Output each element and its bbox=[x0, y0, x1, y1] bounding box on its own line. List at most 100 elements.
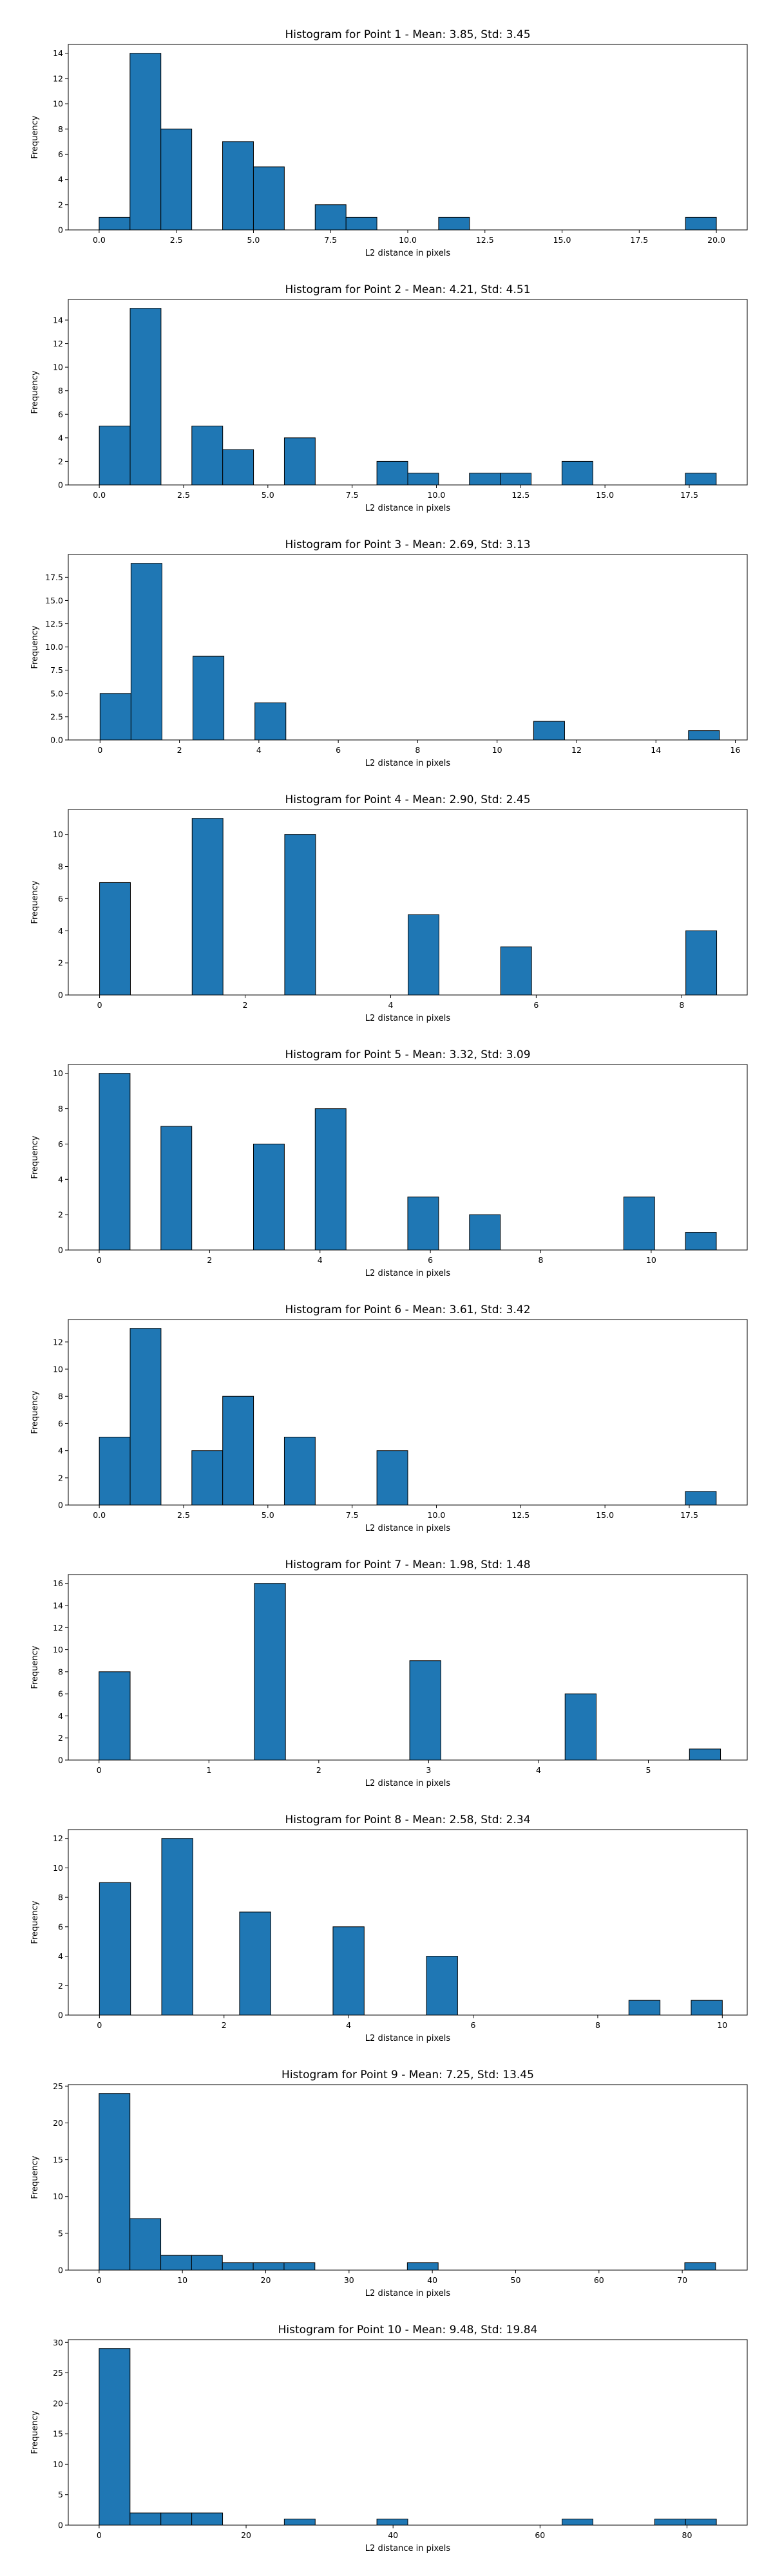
x-axis-label: L2 distance in pixels bbox=[365, 2544, 451, 2553]
y-axis-label: Frequency bbox=[30, 1390, 40, 1434]
histogram-bar bbox=[160, 1126, 193, 1251]
y-axis-label: Frequency bbox=[30, 370, 40, 413]
histogram-bar bbox=[685, 1232, 717, 1251]
chart-panel-7: Histogram for Point 7 - Mean: 1.98, Std:… bbox=[30, 1558, 748, 1788]
y-tick-label: 0 bbox=[58, 2266, 63, 2275]
histogram-bar bbox=[193, 656, 225, 741]
x-tick-label: 2 bbox=[177, 745, 182, 755]
chart-title: Histogram for Point 8 - Mean: 2.58, Std:… bbox=[285, 1814, 530, 1826]
chart-title: Histogram for Point 3 - Mean: 2.69, Std:… bbox=[285, 538, 530, 551]
x-tick-label: 5.0 bbox=[262, 1510, 274, 1520]
chart-title: Histogram for Point 2 - Mean: 4.21, Std:… bbox=[285, 283, 530, 296]
histogram-bar bbox=[562, 2519, 593, 2526]
histogram-bar bbox=[99, 1882, 131, 2016]
y-tick-label: 2 bbox=[58, 200, 63, 209]
histogram-bar bbox=[407, 473, 439, 486]
x-tick-label: 6 bbox=[471, 2020, 476, 2030]
y-tick-label: 12 bbox=[53, 73, 63, 83]
axes-frame bbox=[68, 1064, 748, 1251]
y-tick-label: 15.0 bbox=[45, 596, 63, 605]
histogram-bar bbox=[254, 1583, 286, 1761]
y-tick-label: 2 bbox=[58, 1733, 63, 1743]
histogram-bar bbox=[426, 1956, 458, 2016]
x-tick-label: 8 bbox=[679, 1000, 684, 1010]
x-tick-label: 17.5 bbox=[630, 235, 648, 245]
histogram-bar bbox=[314, 204, 347, 231]
y-tick-label: 16 bbox=[53, 1578, 63, 1588]
x-tick-label: 16 bbox=[730, 745, 741, 755]
y-tick-label: 7.5 bbox=[50, 665, 63, 675]
y-axis-label: Frequency bbox=[30, 625, 40, 668]
x-tick-label: 0.0 bbox=[93, 235, 106, 245]
y-tick-label: 8 bbox=[58, 862, 63, 871]
histogram-bar bbox=[283, 2519, 316, 2526]
histogram-bar bbox=[161, 1838, 193, 2016]
histogram-bar bbox=[654, 2519, 686, 2526]
x-tick-label: 15.0 bbox=[596, 490, 614, 500]
x-tick-label: 4 bbox=[388, 1000, 393, 1010]
axes-frame bbox=[68, 1319, 748, 1506]
y-tick-label: 4 bbox=[58, 175, 63, 184]
x-tick-label: 20 bbox=[241, 2530, 251, 2540]
x-axis-label: L2 distance in pixels bbox=[365, 249, 451, 258]
x-tick-label: 2.5 bbox=[170, 235, 183, 245]
histogram-bar bbox=[253, 1143, 285, 1251]
histogram-bar bbox=[284, 834, 316, 996]
axes-frame bbox=[68, 2339, 748, 2526]
histogram-bar bbox=[688, 730, 720, 741]
histogram-bar bbox=[691, 2000, 723, 2016]
axes-frame bbox=[68, 299, 748, 486]
chart-panel-5: Histogram for Point 5 - Mean: 3.32, Std:… bbox=[30, 1048, 748, 1278]
y-tick-label: 6 bbox=[58, 1419, 63, 1428]
histogram-bar bbox=[191, 426, 224, 486]
x-tick-label: 12.5 bbox=[511, 1510, 530, 1520]
histogram-bar bbox=[283, 2262, 316, 2271]
histogram-bar bbox=[408, 914, 439, 996]
histogram-bar bbox=[500, 946, 532, 996]
y-tick-label: 4 bbox=[58, 1711, 63, 1721]
y-axis-label: Frequency bbox=[30, 1645, 40, 1689]
y-tick-label: 10 bbox=[53, 363, 63, 372]
y-tick-label: 12 bbox=[53, 1623, 63, 1633]
histogram-bar bbox=[254, 702, 287, 741]
x-tick-label: 6 bbox=[336, 745, 341, 755]
x-tick-label: 4 bbox=[346, 2020, 351, 2030]
histogram-bar bbox=[239, 1911, 271, 2016]
histogram-bar bbox=[99, 2093, 131, 2271]
x-tick-label: 4 bbox=[318, 1255, 323, 1265]
y-tick-label: 12 bbox=[53, 1337, 63, 1347]
y-tick-label: 5 bbox=[58, 2490, 63, 2499]
histogram-bar bbox=[376, 1450, 408, 1506]
chart-panel-1: Histogram for Point 1 - Mean: 3.85, Std:… bbox=[30, 28, 748, 258]
x-tick-label: 0 bbox=[97, 2020, 102, 2030]
x-tick-label: 0 bbox=[97, 745, 102, 755]
y-tick-label: 14 bbox=[53, 48, 63, 58]
histogram-bar bbox=[99, 1671, 131, 1761]
y-axis-label: Frequency bbox=[30, 2155, 40, 2199]
histogram-bar bbox=[99, 693, 131, 741]
x-tick-label: 12.5 bbox=[476, 235, 494, 245]
histogram-bar bbox=[253, 2262, 285, 2271]
x-axis-label: L2 distance in pixels bbox=[365, 1014, 451, 1023]
y-tick-label: 6 bbox=[58, 1139, 63, 1149]
histogram-bar bbox=[222, 449, 254, 486]
x-tick-label: 60 bbox=[535, 2530, 545, 2540]
x-tick-label: 6 bbox=[533, 1000, 539, 1010]
axes-frame bbox=[68, 2084, 748, 2271]
x-tick-label: 0 bbox=[97, 1000, 102, 1010]
y-tick-label: 4 bbox=[58, 433, 63, 442]
histogram-bar bbox=[628, 2000, 661, 2016]
y-tick-label: 4 bbox=[58, 1951, 63, 1961]
x-tick-label: 5.0 bbox=[247, 235, 260, 245]
y-tick-label: 4 bbox=[58, 926, 63, 936]
x-tick-label: 2 bbox=[243, 1000, 248, 1010]
x-tick-label: 5.0 bbox=[262, 490, 274, 500]
y-tick-label: 0 bbox=[58, 225, 63, 235]
y-tick-label: 6 bbox=[58, 1689, 63, 1699]
histogram-bar bbox=[685, 930, 718, 996]
x-tick-label: 10.0 bbox=[428, 1510, 446, 1520]
histogram-bar bbox=[160, 2255, 192, 2271]
x-tick-label: 40 bbox=[427, 2275, 437, 2285]
chart-title: Histogram for Point 6 - Mean: 3.61, Std:… bbox=[285, 1303, 530, 1316]
